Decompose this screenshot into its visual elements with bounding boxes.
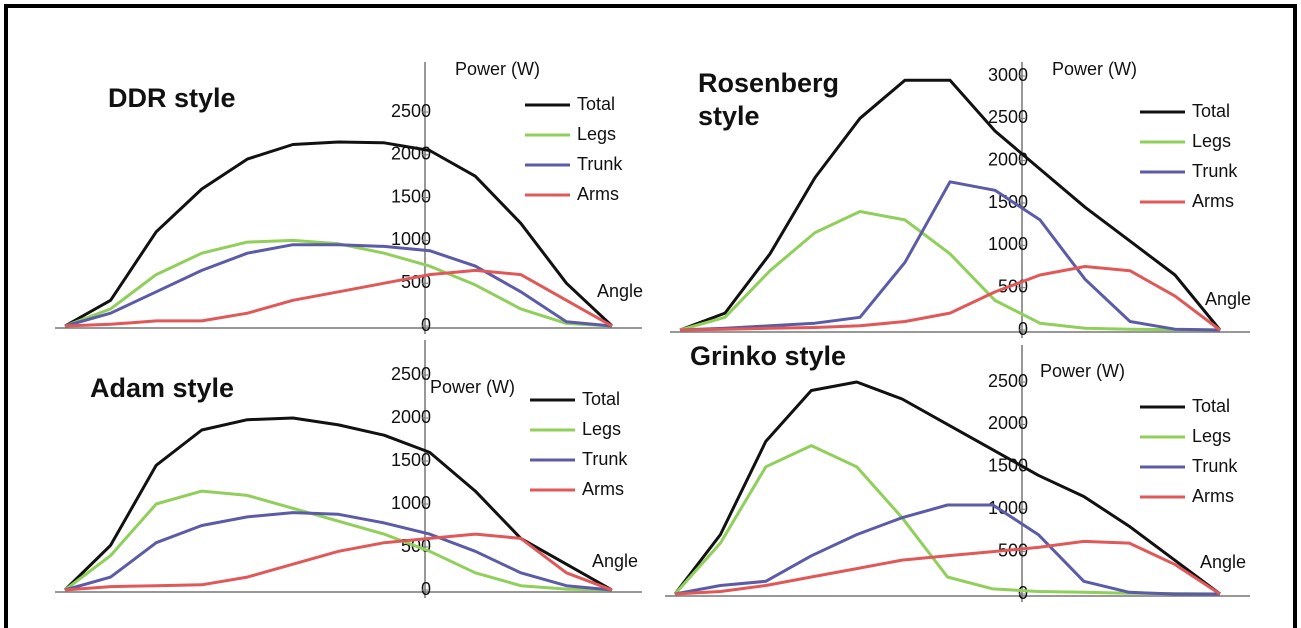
legend-label: Trunk [582, 449, 628, 469]
legend-label: Total [1192, 396, 1230, 416]
y-axis-label: Power (W) [430, 377, 515, 397]
chart-title: Adam style [90, 373, 234, 403]
legend-label: Trunk [1192, 161, 1238, 181]
legend-label: Trunk [1192, 456, 1238, 476]
series-line [64, 140, 614, 328]
series-line [64, 511, 613, 592]
chart-title: Grinko style [690, 341, 846, 371]
y-tick-label: 0 [1018, 583, 1028, 603]
y-tick-label: 1500 [988, 456, 1028, 476]
legend-label: Arms [1192, 191, 1234, 211]
legend-label: Arms [1192, 486, 1234, 506]
y-tick-label: 2500 [988, 371, 1028, 391]
y-tick-label: 2000 [988, 413, 1028, 433]
legend-label: Total [582, 389, 620, 409]
series-line [674, 539, 1221, 596]
series-line [64, 532, 613, 592]
series-line [673, 444, 1221, 596]
series-line [679, 180, 1221, 332]
y-tick-label: 0 [1018, 319, 1028, 339]
legend-label: Arms [582, 479, 624, 499]
y-tick-label: 2500 [988, 107, 1028, 127]
series-line [679, 78, 1222, 332]
series-line [674, 503, 1220, 596]
legend-label: Arms [577, 184, 619, 204]
y-tick-label: 1000 [391, 493, 431, 513]
y-tick-label: 0 [421, 579, 431, 599]
chart-title: DDR style [108, 83, 236, 113]
legend-label: Total [577, 94, 615, 114]
y-tick-label: 2000 [988, 149, 1028, 169]
series-line [679, 265, 1221, 332]
legend-label: Trunk [577, 154, 623, 174]
legend-label: Legs [1192, 131, 1231, 151]
x-axis-label: Angle [1200, 552, 1246, 572]
y-tick-label: 3000 [988, 65, 1028, 85]
series-line [64, 489, 613, 592]
legend-label: Legs [582, 419, 621, 439]
series-line [673, 380, 1221, 596]
y-tick-label: 1000 [988, 498, 1028, 518]
y-axis-label: Power (W) [1040, 361, 1125, 381]
x-axis-label: Angle [592, 551, 638, 571]
y-tick-label: 2500 [391, 364, 431, 384]
x-axis-label: Angle [597, 281, 643, 301]
y-axis-label: Power (W) [1052, 59, 1137, 79]
legend-label: Total [1192, 101, 1230, 121]
y-tick-label: 1000 [391, 229, 431, 249]
legend-label: Legs [1192, 426, 1231, 446]
y-axis-label: Power (W) [455, 59, 540, 79]
series-line [63, 416, 613, 592]
legend-label: Legs [577, 124, 616, 144]
y-tick-label: 1000 [988, 234, 1028, 254]
y-tick-label: 1500 [391, 186, 431, 206]
series-line [64, 238, 613, 328]
series-line [64, 243, 613, 328]
y-tick-label: 1500 [391, 450, 431, 470]
y-tick-label: 2500 [391, 101, 431, 121]
x-axis-label: Angle [1205, 289, 1251, 309]
y-tick-label: 2000 [391, 407, 431, 427]
chart-title: Rosenberg style [698, 68, 847, 131]
series-line [679, 210, 1221, 332]
series-line [64, 268, 613, 328]
y-tick-label: 0 [421, 315, 431, 335]
frame [4, 4, 1297, 628]
